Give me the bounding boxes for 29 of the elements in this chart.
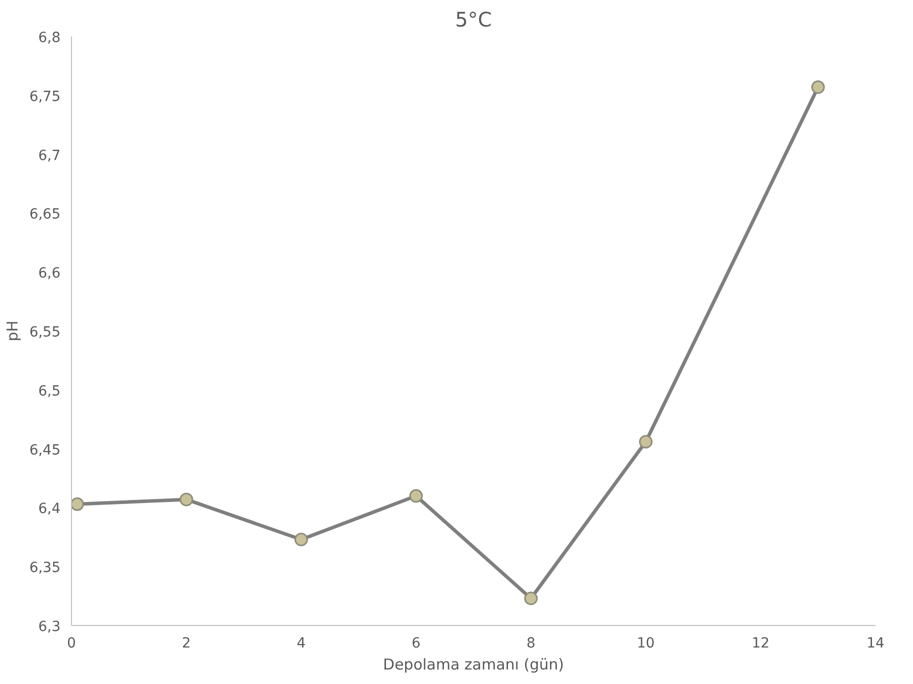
y-tick-label: 6,8 [38,30,60,46]
x-tick-label: 12 [752,636,770,652]
y-tick-label: 6,6 [38,266,61,282]
point [409,489,423,503]
x-tick-label: 8 [526,636,536,652]
y-tick-label: 6,7 [38,148,60,164]
point [294,532,308,546]
y-axis-title: pH [3,320,22,342]
chart-title: 5°C [455,8,492,32]
y-tick-label: 6,55 [29,324,60,340]
x-axis-title: Depolama zamanı (gün) [383,656,564,674]
x-tick-label: 10 [636,636,655,652]
y-tick-label: 6,35 [29,560,60,576]
y-tick-label: 6,65 [29,206,60,223]
x-tick-label: 0 [67,636,76,652]
y-tick-label: 6,75 [29,88,60,105]
y-tick-label: 6,5 [38,383,60,400]
x-tick-label: 14 [866,636,884,652]
point [811,80,825,94]
point [639,434,653,448]
point [180,492,194,506]
x-tick-label: 6 [412,636,421,652]
y-tick-label: 6,45 [29,442,60,458]
point [72,497,84,511]
x-tick-label: 2 [182,636,191,652]
x-tick-label: 4 [296,636,306,652]
y-tick-label: 6,4 [38,501,61,518]
point [524,592,538,606]
y-tick-label: 6,3 [38,619,60,635]
